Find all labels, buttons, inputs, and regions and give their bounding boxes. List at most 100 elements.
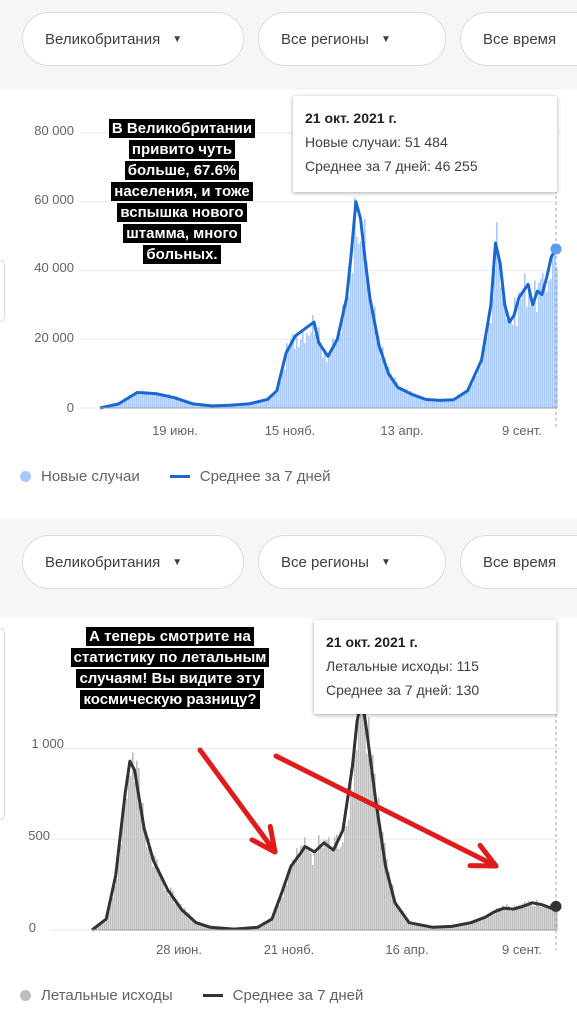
daily-bar	[438, 927, 440, 930]
daily-bar	[182, 400, 184, 408]
country-dropdown[interactable]: Великобритания ▼	[22, 12, 244, 66]
country-dropdown[interactable]: Великобритания ▼	[22, 535, 244, 589]
daily-bar	[152, 392, 154, 408]
caption-line: вспышка нового	[117, 203, 247, 222]
daily-bar	[358, 717, 360, 930]
period-dropdown-label: Все время	[483, 553, 557, 571]
daily-bar	[188, 402, 190, 408]
caption-line: космическую разницу?	[80, 690, 260, 709]
daily-bar	[508, 320, 510, 408]
daily-bar	[278, 383, 280, 408]
region-dropdown-label: Все регионы	[281, 553, 369, 571]
daily-bar	[176, 901, 178, 930]
deaths-chart-plot	[50, 691, 562, 950]
caret-down-icon: ▼	[380, 556, 391, 568]
daily-bar	[522, 291, 524, 408]
daily-bar	[456, 399, 458, 408]
daily-bar	[386, 366, 388, 408]
daily-bar	[452, 399, 454, 408]
daily-bar	[284, 884, 286, 930]
daily-bar	[310, 332, 312, 408]
daily-bar	[400, 908, 402, 930]
daily-bar	[418, 924, 420, 930]
meme-caption-deaths: А теперь смотрите на статистику по летал…	[30, 626, 310, 710]
daily-bar	[498, 907, 500, 930]
daily-bar	[98, 925, 100, 930]
daily-bar	[144, 394, 146, 408]
daily-bar	[202, 924, 204, 930]
current-value-dot	[550, 243, 562, 255]
region-dropdown[interactable]: Все регионы ▼	[258, 12, 446, 66]
daily-bar	[426, 399, 428, 408]
daily-bar	[150, 847, 152, 930]
daily-bar	[508, 905, 510, 930]
daily-bar	[176, 396, 178, 408]
daily-bar	[366, 753, 368, 930]
daily-bar	[266, 400, 268, 408]
daily-bar	[394, 377, 396, 408]
daily-bar	[390, 373, 392, 408]
daily-bar	[290, 338, 292, 408]
daily-bar	[296, 336, 298, 408]
period-dropdown[interactable]: Все время	[460, 535, 577, 589]
daily-bar	[496, 222, 498, 408]
daily-bar	[152, 866, 154, 930]
daily-bar	[412, 922, 414, 930]
daily-bar	[552, 909, 554, 930]
daily-bar	[138, 393, 140, 408]
average-line	[99, 200, 558, 410]
daily-bar	[354, 738, 356, 930]
daily-bar	[248, 404, 250, 408]
daily-bar	[174, 397, 176, 408]
daily-bar	[292, 334, 294, 408]
current-value-dot	[550, 900, 562, 912]
daily-bar	[170, 887, 172, 930]
daily-bar	[162, 396, 164, 408]
daily-bar	[286, 343, 288, 408]
daily-bar	[548, 905, 550, 930]
daily-bar	[124, 400, 126, 408]
daily-bar	[474, 375, 476, 408]
daily-bar	[280, 895, 282, 930]
daily-bar	[490, 322, 492, 408]
daily-bar	[170, 397, 172, 408]
average-line	[91, 696, 557, 932]
daily-bar	[504, 299, 506, 408]
caption-line: А теперь смотрите на	[86, 627, 254, 646]
daily-bar	[514, 297, 516, 408]
period-dropdown[interactable]: Все время	[460, 12, 577, 66]
daily-bar	[538, 282, 540, 408]
deaths-legend: Летальные исходы Среднее за 7 дней	[20, 987, 363, 1004]
daily-bar	[138, 768, 140, 930]
daily-bar	[400, 388, 402, 408]
daily-bar	[164, 890, 166, 930]
daily-bar	[154, 394, 156, 408]
daily-bar	[380, 824, 382, 930]
daily-bar	[362, 700, 364, 930]
daily-bar	[232, 405, 234, 408]
daily-bar	[448, 399, 450, 408]
daily-bar	[392, 884, 394, 930]
daily-bar	[148, 837, 150, 930]
daily-bar	[160, 873, 162, 930]
daily-bar	[478, 918, 480, 930]
daily-bar	[324, 353, 326, 408]
daily-bar	[238, 404, 240, 408]
daily-bar	[446, 926, 448, 930]
daily-bar	[310, 853, 312, 930]
daily-bar	[200, 404, 202, 408]
daily-bar	[338, 848, 340, 930]
daily-bar	[172, 890, 174, 930]
daily-bar	[130, 397, 132, 408]
daily-bar	[364, 691, 366, 930]
daily-bar	[428, 398, 430, 408]
daily-bar	[402, 910, 404, 930]
daily-bar	[118, 404, 120, 408]
daily-bar	[356, 750, 358, 930]
daily-bar	[414, 393, 416, 408]
tooltip-date: 21 окт. 2021 г.	[326, 634, 418, 650]
daily-bar	[272, 920, 274, 930]
daily-bar	[272, 394, 274, 408]
daily-bar	[538, 902, 540, 930]
region-dropdown[interactable]: Все регионы ▼	[258, 535, 446, 589]
